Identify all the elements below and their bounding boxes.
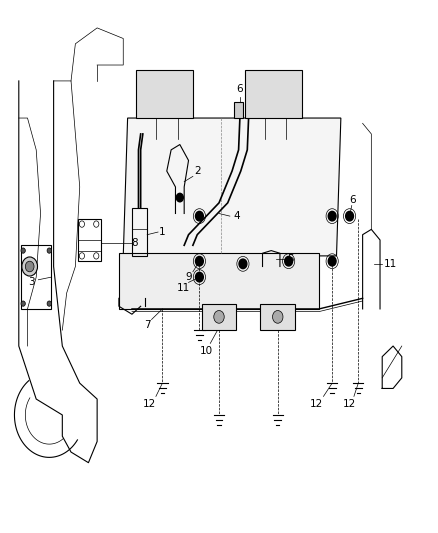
Circle shape xyxy=(328,256,336,266)
Text: 12: 12 xyxy=(143,399,156,409)
Circle shape xyxy=(47,301,51,306)
Bar xyxy=(245,70,302,118)
Bar xyxy=(78,219,102,261)
Text: 6: 6 xyxy=(349,195,356,205)
Circle shape xyxy=(195,272,203,282)
Circle shape xyxy=(195,212,203,221)
Polygon shape xyxy=(119,253,319,309)
Bar xyxy=(132,208,147,256)
Text: 12: 12 xyxy=(310,399,324,409)
Circle shape xyxy=(25,261,34,272)
Polygon shape xyxy=(201,304,237,330)
Circle shape xyxy=(177,193,184,202)
Text: 11: 11 xyxy=(384,259,398,269)
Bar xyxy=(136,70,193,118)
Text: 10: 10 xyxy=(199,346,212,357)
Circle shape xyxy=(195,256,203,266)
Circle shape xyxy=(21,248,25,253)
Circle shape xyxy=(21,301,25,306)
Circle shape xyxy=(272,311,283,323)
Text: 2: 2 xyxy=(194,166,201,176)
Text: 4: 4 xyxy=(233,211,240,221)
Text: 3: 3 xyxy=(28,277,35,287)
Text: 11: 11 xyxy=(177,282,190,293)
Text: 7: 7 xyxy=(144,320,151,330)
Polygon shape xyxy=(260,304,295,330)
Bar xyxy=(21,245,51,309)
Circle shape xyxy=(22,257,38,276)
Text: 8: 8 xyxy=(131,238,138,248)
Text: 1: 1 xyxy=(159,227,166,237)
Text: 6: 6 xyxy=(237,84,243,94)
Circle shape xyxy=(239,259,247,269)
Circle shape xyxy=(328,212,336,221)
Circle shape xyxy=(214,311,224,323)
Text: 9: 9 xyxy=(185,272,192,282)
Text: 5: 5 xyxy=(287,254,294,263)
Polygon shape xyxy=(123,118,341,256)
Circle shape xyxy=(285,256,293,266)
Circle shape xyxy=(346,212,353,221)
Circle shape xyxy=(47,248,51,253)
Text: 12: 12 xyxy=(343,399,356,409)
Bar xyxy=(234,102,243,118)
